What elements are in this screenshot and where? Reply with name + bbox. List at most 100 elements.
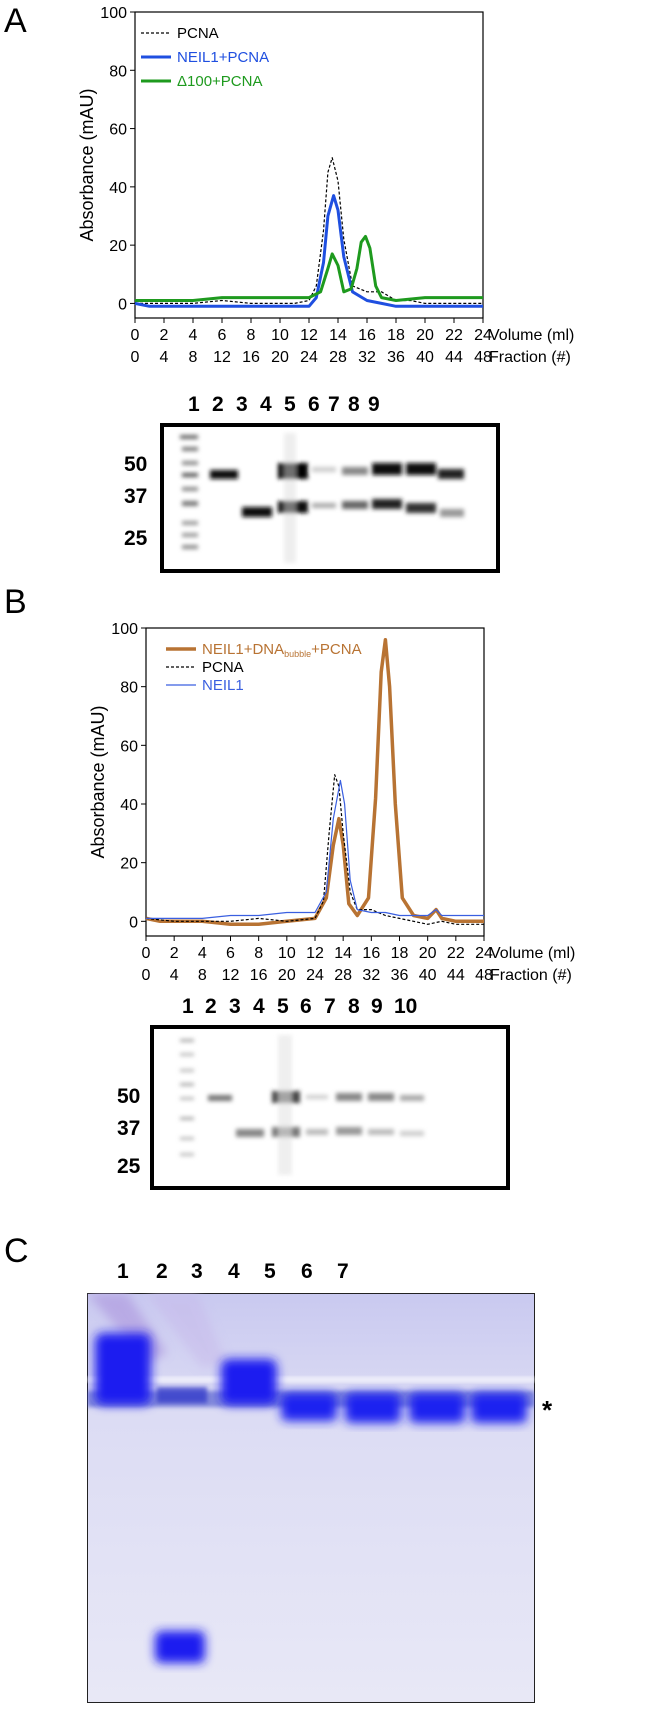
legend-label-0: PCNA (177, 25, 219, 42)
x-tick-label: 2 (160, 327, 169, 344)
fraction-tick-label: 4 (160, 349, 169, 366)
x-tick-label: 18 (391, 945, 409, 962)
gel-a-lane-4: 4 (260, 393, 272, 416)
fraction-tick-label: 28 (334, 967, 352, 984)
chart-panel-a: 0204060801000024486128161020122414281632… (77, 5, 574, 366)
gel-c-lane-6: 6 (301, 1260, 313, 1283)
fraction-tick-label: 48 (474, 349, 492, 366)
fraction-tick-label: 28 (329, 349, 347, 366)
x-tick-label: 22 (445, 327, 463, 344)
legend-label-2: NEIL1 (202, 677, 244, 694)
gel-image-c (87, 1293, 535, 1703)
gel-a-lane-6: 6 (308, 393, 320, 416)
gel-a-mw-37: 37 (124, 485, 148, 508)
fraction-tick-label: 44 (447, 967, 465, 984)
gel-a-mw-50: 50 (124, 453, 148, 476)
fraction-tick-label: 16 (242, 349, 260, 366)
fraction-axis-label: Fraction (#) (489, 349, 571, 366)
gel-b-mw-25: 25 (117, 1155, 141, 1178)
y-tick-label: 100 (111, 621, 138, 638)
x-tick-label: 0 (142, 945, 151, 962)
gel-c-lane-7: 7 (337, 1260, 349, 1283)
gel-b-lane-9: 9 (371, 995, 383, 1018)
x-tick-label: 6 (226, 945, 235, 962)
y-tick-label: 80 (120, 680, 138, 697)
fraction-tick-label: 32 (358, 349, 376, 366)
fraction-tick-label: 16 (250, 967, 268, 984)
fraction-tick-label: 36 (391, 967, 409, 984)
x-tick-label: 4 (198, 945, 207, 962)
fraction-tick-label: 8 (198, 967, 207, 984)
gel-c-lane-3: 3 (191, 1260, 203, 1283)
x-tick-label: 12 (300, 327, 318, 344)
gel-c-lane-4: 4 (228, 1260, 240, 1283)
y-tick-label: 20 (109, 238, 127, 255)
panel-letter-a: A (4, 2, 27, 40)
x-tick-label: 2 (170, 945, 179, 962)
x-tick-label: 12 (306, 945, 324, 962)
panel-letter-b: B (4, 583, 27, 621)
gel-b-lane-4: 4 (253, 995, 265, 1018)
y-tick-label: 40 (120, 797, 138, 814)
y-axis-label: Absorbance (mAU) (88, 705, 108, 858)
panel-letter-c: C (4, 1232, 29, 1270)
fraction-tick-label: 40 (416, 349, 434, 366)
x-axis-label: Volume (ml) (490, 945, 575, 962)
x-tick-label: 8 (247, 327, 256, 344)
series-line-1 (134, 194, 483, 308)
gel-b-mw-50: 50 (117, 1085, 141, 1108)
series-line-2 (146, 779, 484, 919)
fraction-tick-label: 24 (306, 967, 324, 984)
gel-b-lane-2: 2 (205, 995, 217, 1018)
fraction-tick-label: 0 (142, 967, 151, 984)
y-tick-label: 60 (120, 738, 138, 755)
gel-a-lane-9: 9 (368, 393, 380, 416)
fraction-tick-label: 4 (170, 967, 179, 984)
y-tick-label: 0 (129, 914, 138, 931)
gel-a-lane-1: 1 (188, 393, 200, 416)
series-line-0 (145, 637, 484, 927)
y-tick-label: 60 (109, 122, 127, 139)
gel-b-lane-10: 10 (394, 995, 418, 1018)
gel-b-lane-7: 7 (324, 995, 336, 1018)
gel-c-marker-asterisk: * (542, 1395, 553, 1425)
gel-b-lane-1: 1 (182, 995, 194, 1018)
series-line-0 (135, 157, 483, 304)
plot-frame (145, 627, 485, 937)
gel-image-a (160, 423, 500, 573)
fraction-tick-label: 20 (271, 349, 289, 366)
gel-a-lane-8: 8 (348, 393, 360, 416)
fraction-tick-label: 20 (278, 967, 296, 984)
gel-a-lane-5: 5 (284, 393, 296, 416)
x-tick-label: 20 (416, 327, 434, 344)
legend-label-1: PCNA (202, 659, 244, 676)
x-tick-label: 16 (362, 945, 380, 962)
gel-c-lane-2: 2 (156, 1260, 168, 1283)
gel-a-lane-2: 2 (212, 393, 224, 416)
x-tick-label: 0 (131, 327, 140, 344)
x-tick-label: 16 (358, 327, 376, 344)
series-line-2 (135, 234, 483, 302)
x-tick-label: 18 (387, 327, 405, 344)
gel-a-lane-7: 7 (328, 393, 340, 416)
gel-b-lane-5: 5 (277, 995, 289, 1018)
y-tick-label: 100 (100, 5, 127, 22)
legend-label-1: NEIL1+PCNA (177, 49, 269, 66)
fraction-tick-label: 36 (387, 349, 405, 366)
gel-c-lane-5: 5 (264, 1260, 276, 1283)
fraction-tick-label: 0 (131, 349, 140, 366)
series-line-1 (145, 774, 484, 925)
fraction-tick-label: 48 (475, 967, 493, 984)
fraction-tick-label: 12 (213, 349, 231, 366)
fraction-tick-label: 44 (445, 349, 463, 366)
y-axis-label: Absorbance (mAU) (77, 88, 97, 241)
x-tick-label: 10 (271, 327, 289, 344)
x-tick-label: 20 (419, 945, 437, 962)
gel-image-b (150, 1025, 510, 1190)
legend-label-0: NEIL1+DNAbubble+PCNA (202, 641, 362, 659)
gel-c-lane-1: 1 (117, 1260, 129, 1283)
x-tick-label: 4 (189, 327, 198, 344)
fraction-tick-label: 12 (222, 967, 240, 984)
x-tick-label: 24 (474, 327, 492, 344)
x-tick-label: 24 (475, 945, 493, 962)
